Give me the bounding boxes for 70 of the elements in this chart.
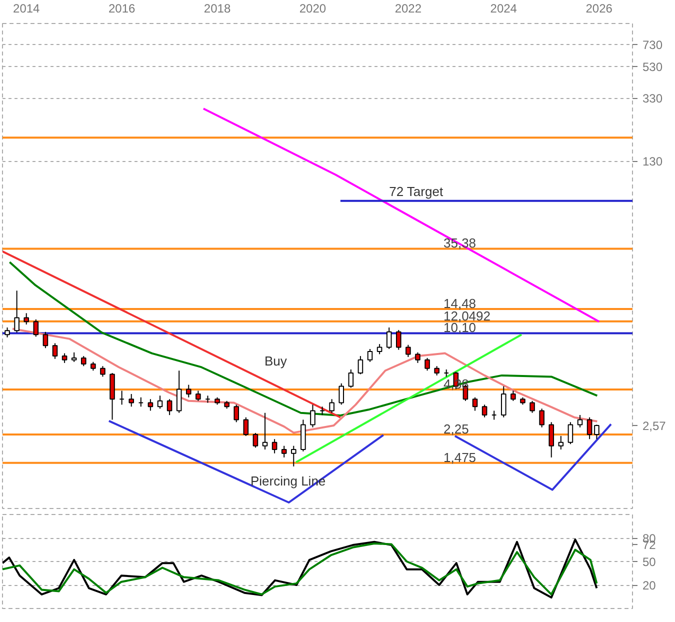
candlestick bbox=[376, 344, 382, 355]
candlestick bbox=[234, 404, 240, 423]
candlestick bbox=[586, 416, 592, 440]
candlestick bbox=[52, 342, 58, 360]
candlestick bbox=[310, 404, 316, 428]
y-tick-label: 530 bbox=[642, 60, 663, 74]
candlestick bbox=[71, 352, 77, 362]
candlestick bbox=[4, 326, 10, 338]
candlestick bbox=[100, 366, 106, 378]
candlestick bbox=[539, 408, 544, 428]
candlestick bbox=[281, 445, 287, 458]
x-tick-label: 2018 bbox=[204, 2, 231, 16]
candlestick bbox=[424, 357, 430, 372]
candlestick bbox=[24, 312, 30, 325]
candlestick bbox=[166, 398, 172, 416]
candlestick bbox=[128, 394, 134, 408]
candlestick bbox=[33, 318, 39, 338]
x-tick-label: 2020 bbox=[299, 2, 326, 16]
candlestick bbox=[62, 352, 68, 364]
y-tick-label: 20 bbox=[642, 578, 656, 592]
candlestick bbox=[338, 382, 344, 406]
candlestick bbox=[577, 414, 583, 428]
candlestick bbox=[396, 329, 402, 350]
candlestick bbox=[472, 396, 478, 412]
candlestick bbox=[290, 445, 296, 467]
candlestick bbox=[329, 398, 334, 414]
y-tick-label: 130 bbox=[642, 154, 663, 169]
ref-line-label: 2,25 bbox=[444, 421, 469, 436]
y-tick-label: 730 bbox=[642, 38, 663, 52]
candlestick bbox=[500, 386, 506, 418]
candlestick bbox=[14, 290, 20, 334]
candlestick bbox=[568, 422, 574, 445]
y-tick-label: 330 bbox=[642, 92, 663, 106]
candlestick bbox=[548, 422, 554, 458]
candlestick bbox=[406, 344, 411, 358]
candlestick bbox=[252, 432, 258, 448]
candlestick bbox=[348, 368, 354, 388]
x-tick-label: 2014 bbox=[13, 2, 40, 16]
candlestick bbox=[157, 395, 163, 410]
candlestick bbox=[80, 356, 86, 367]
ref-line-label: 12,0492 bbox=[444, 308, 490, 324]
x-tick-label: 2016 bbox=[108, 2, 136, 16]
candlestick bbox=[148, 398, 154, 412]
candlestick bbox=[358, 356, 364, 375]
candlestick bbox=[415, 352, 420, 364]
candlestick bbox=[510, 390, 516, 402]
candlestick bbox=[42, 331, 48, 349]
candlestick bbox=[196, 390, 201, 402]
candlestick bbox=[272, 438, 278, 454]
candlestick bbox=[176, 370, 182, 414]
candlestick bbox=[386, 326, 392, 350]
candlestick bbox=[262, 412, 268, 450]
candlestick bbox=[186, 384, 192, 398]
ref-line-label: 14,48 bbox=[444, 296, 476, 311]
x-tick-label: 2022 bbox=[394, 2, 422, 16]
candlestick bbox=[594, 424, 600, 440]
candlestick bbox=[434, 366, 440, 376]
y-tick-label: 2,57 bbox=[642, 418, 666, 433]
candlestick bbox=[367, 348, 373, 362]
ref-line-label: 1,475 bbox=[444, 450, 476, 465]
candlestick bbox=[558, 435, 564, 450]
x-tick-label: 2024 bbox=[490, 2, 518, 16]
x-tick-label: 2026 bbox=[586, 2, 613, 16]
annotation: Buy bbox=[264, 354, 288, 368]
annotation: 72 Target bbox=[389, 184, 444, 199]
candlestick bbox=[482, 404, 488, 418]
candlestick bbox=[530, 400, 535, 414]
candlestick bbox=[243, 416, 249, 436]
line-series bbox=[8, 261, 598, 417]
y-tick-label: 50 bbox=[642, 555, 656, 569]
